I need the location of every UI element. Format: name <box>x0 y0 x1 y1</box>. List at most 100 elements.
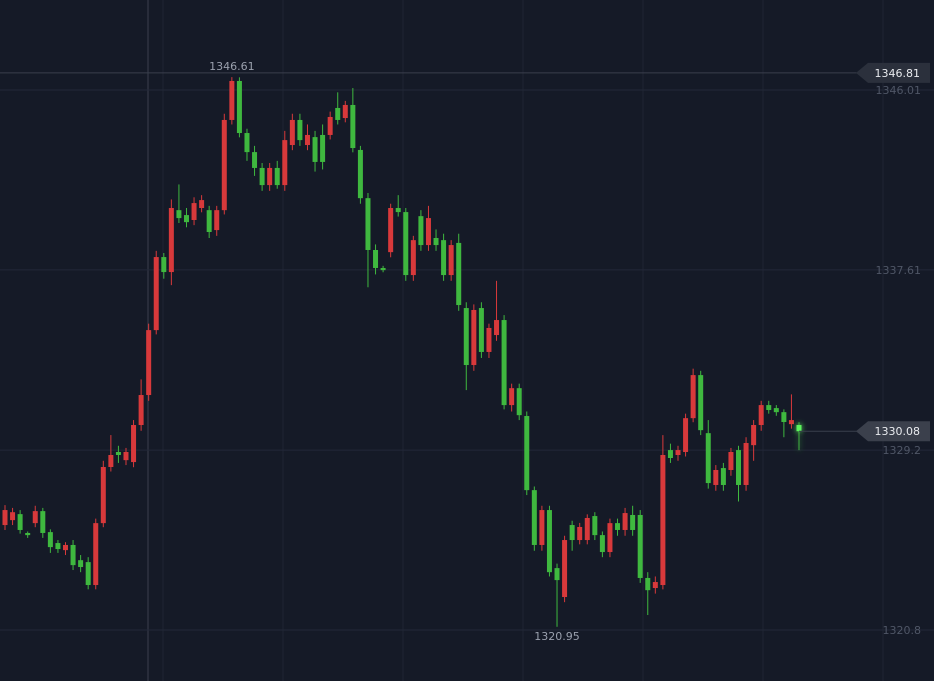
candle-body <box>108 454 114 467</box>
candle <box>350 88 356 153</box>
candle <box>728 447 734 476</box>
candle-body <box>433 237 439 246</box>
y-tick-label: 1329.2 <box>883 444 922 457</box>
candle-body <box>720 468 726 485</box>
candle-body <box>214 210 220 231</box>
candle-body <box>320 134 326 162</box>
candle <box>705 420 711 489</box>
candle <box>40 507 46 538</box>
candle <box>577 522 583 545</box>
candle <box>183 208 189 228</box>
candle <box>115 445 121 463</box>
candle-body <box>630 514 636 530</box>
candle <box>425 205 431 251</box>
candle-body <box>40 511 46 533</box>
y-tick-label: 1346.01 <box>876 84 922 97</box>
candle-body <box>683 418 689 453</box>
candle <box>758 400 764 431</box>
candle <box>637 510 643 583</box>
candle <box>743 437 749 491</box>
candle-body <box>615 523 621 530</box>
candle <box>62 542 68 556</box>
candle-body <box>622 513 628 530</box>
candle-body <box>380 267 386 271</box>
candle-body <box>577 526 583 541</box>
candle <box>191 197 197 226</box>
candle <box>373 244 379 275</box>
candle-body <box>312 137 318 162</box>
candle <box>17 510 23 534</box>
candle-body <box>388 208 394 253</box>
candle <box>100 460 106 528</box>
candle-body <box>690 375 696 419</box>
candle-body <box>357 149 363 199</box>
candle <box>70 540 76 571</box>
candle <box>766 400 772 414</box>
candle-body <box>728 452 734 470</box>
candle <box>494 280 500 341</box>
candle <box>93 518 99 590</box>
candle-body <box>660 454 666 586</box>
candle-body <box>259 167 265 186</box>
candle-body <box>17 514 23 530</box>
candle <box>516 383 522 421</box>
candle <box>108 435 114 472</box>
candle <box>131 420 137 468</box>
candle <box>675 445 681 461</box>
candle <box>161 252 167 279</box>
candle <box>297 113 303 146</box>
candle-body <box>425 218 431 246</box>
candle-body <box>131 425 137 463</box>
candle <box>380 265 386 273</box>
candle-body <box>229 80 235 120</box>
candle <box>615 518 621 536</box>
candle-body <box>138 395 144 426</box>
candle-body <box>554 568 560 581</box>
candle-body <box>267 167 273 186</box>
candle-body <box>531 490 537 545</box>
candle-body <box>183 215 189 223</box>
candle-body <box>599 535 605 553</box>
candle <box>85 557 91 590</box>
candle <box>236 77 242 138</box>
candle-body <box>494 320 500 336</box>
candle <box>599 531 605 558</box>
candle <box>252 145 258 176</box>
candle <box>509 383 515 412</box>
candle <box>10 507 16 526</box>
candle-body <box>456 242 462 306</box>
candle <box>206 205 212 238</box>
candle <box>486 323 492 358</box>
candle <box>403 208 409 281</box>
max-price-label: 1346.61 <box>209 60 255 73</box>
candle-body <box>751 425 757 446</box>
current-price-box <box>856 421 930 442</box>
candle-body <box>365 198 371 250</box>
candle <box>320 124 326 170</box>
candle-body <box>788 420 794 425</box>
candle <box>463 302 469 391</box>
candle-body <box>176 210 182 219</box>
candle <box>607 518 613 558</box>
candle <box>751 420 757 461</box>
candle-body <box>592 516 598 536</box>
candle <box>282 130 288 191</box>
candle <box>713 465 719 491</box>
candle <box>630 505 636 536</box>
candle <box>796 422 802 451</box>
candle <box>690 368 696 423</box>
candle <box>531 486 537 551</box>
crosshair-price-box <box>856 62 930 83</box>
candle-body <box>350 104 356 149</box>
candle <box>501 315 507 410</box>
candle-body <box>93 523 99 586</box>
candle-body <box>236 80 242 134</box>
candle <box>153 250 159 335</box>
candle <box>478 302 484 358</box>
candle <box>146 323 152 401</box>
candle-body <box>637 514 643 578</box>
candle <box>698 370 704 436</box>
candle-body <box>304 134 310 146</box>
candle <box>123 447 129 466</box>
